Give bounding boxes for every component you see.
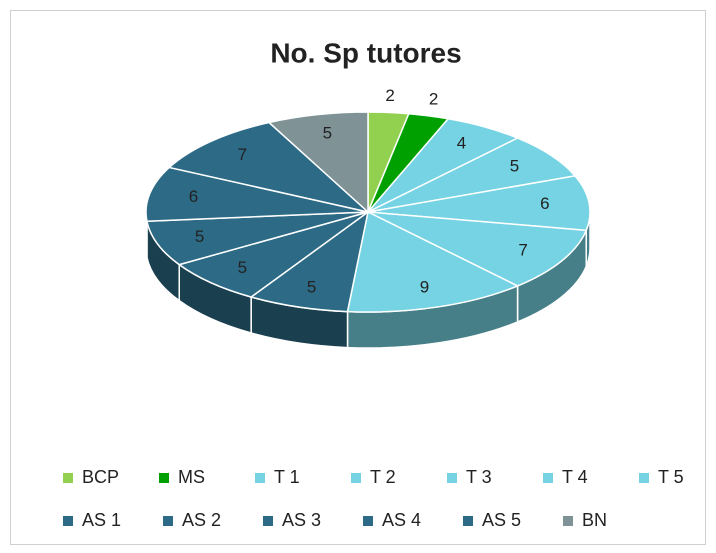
data-label: 4 [457, 133, 466, 152]
legend-swatch [255, 473, 265, 483]
slice [267, 111, 369, 214]
legend-swatch [639, 473, 649, 483]
legend-label: T 1 [274, 467, 300, 487]
legend-label: AS 5 [482, 510, 521, 530]
legend-swatch [63, 516, 73, 526]
chart-title: No. Sp tutores [270, 37, 461, 68]
data-label: 2 [429, 90, 438, 109]
legend-swatch [263, 516, 273, 526]
slice [367, 137, 577, 213]
slice [346, 210, 520, 313]
legend-label: BN [582, 510, 607, 530]
legend-swatch [447, 473, 457, 483]
slice [145, 166, 369, 223]
legend-label: MS [178, 467, 205, 487]
data-label: 5 [238, 258, 247, 277]
legend-label: T 3 [466, 467, 492, 487]
legend-label: BCP [82, 467, 119, 487]
legend-swatch [363, 516, 373, 526]
slice [367, 175, 591, 232]
data-label: 6 [189, 187, 198, 206]
data-label: 6 [540, 194, 549, 213]
data-label: 9 [420, 277, 429, 296]
slice [249, 210, 370, 313]
legend-swatch [163, 516, 173, 526]
slice [177, 211, 369, 298]
data-label: 5 [323, 124, 332, 143]
data-label: 7 [238, 145, 247, 164]
data-label: 5 [195, 227, 204, 246]
data-label: 5 [307, 277, 316, 296]
slice [167, 121, 371, 214]
legend-label: AS 4 [382, 510, 421, 530]
data-label: 5 [510, 156, 519, 175]
slice [146, 211, 369, 266]
legend-label: AS 2 [182, 510, 221, 530]
legend-label: AS 3 [282, 510, 321, 530]
legend-swatch [563, 516, 573, 526]
legend-swatch [543, 473, 553, 483]
data-label: 2 [385, 86, 394, 105]
legend-swatch [351, 473, 361, 483]
legend-label: T 4 [562, 467, 588, 487]
legend-swatch [63, 473, 73, 483]
data-label: 7 [518, 240, 527, 259]
slice [367, 211, 588, 287]
legend-label: T 5 [658, 467, 684, 487]
legend-swatch [463, 516, 473, 526]
legend-swatch [159, 473, 169, 483]
legend-label: T 2 [370, 467, 396, 487]
legend-label: AS 1 [82, 510, 121, 530]
